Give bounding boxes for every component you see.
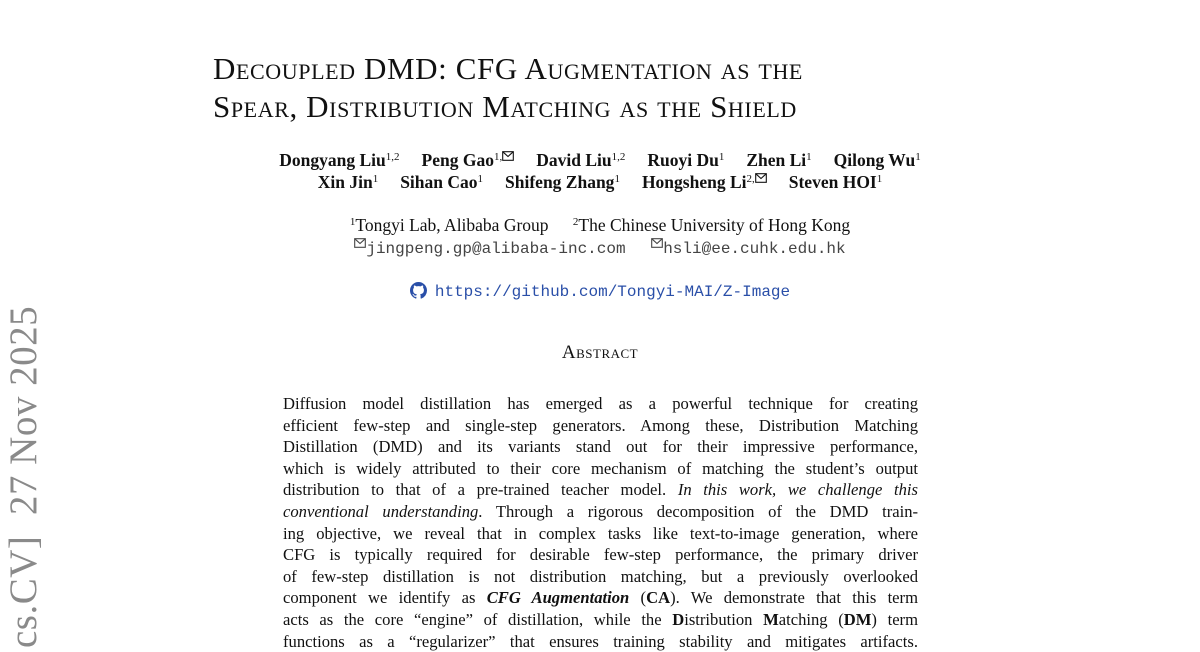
text-span: CFG is typically required for desirable … bbox=[283, 545, 918, 565]
abstract-line: of few-step distillation is not distribu… bbox=[283, 566, 918, 588]
text-span: distribution to that of a pre-trained te… bbox=[283, 480, 678, 500]
title-line-2: Spear, Distribution Matching as the Shie… bbox=[213, 89, 797, 124]
author-name: Qilong Wu bbox=[833, 150, 916, 170]
text-span: . Through a rigorous decomposition of th… bbox=[478, 501, 919, 521]
author-name: Ruoyi Du bbox=[647, 150, 719, 170]
text-span: of few-step distillation is not distribu… bbox=[283, 566, 918, 586]
abstract-line: which is widely attributed to their core… bbox=[283, 458, 918, 480]
abstract-heading: Abstract bbox=[561, 342, 639, 363]
abstract-body: Diffusion model distillation has emerged… bbox=[283, 393, 918, 652]
affiliation-marker: 1 bbox=[349, 216, 356, 228]
emphasized-text: D bbox=[672, 609, 685, 629]
author-affiliation-marker: 1,2 bbox=[385, 151, 400, 163]
text-span: functions as a “regularizer” that ensure… bbox=[283, 631, 918, 651]
email-address[interactable]: hsli@ee.cuhk.edu.hk bbox=[663, 240, 846, 258]
abstract-line: acts as the core “engine” of distillatio… bbox=[283, 609, 918, 631]
author-name: David Liu bbox=[536, 150, 612, 170]
emphasized-text: CA bbox=[646, 588, 671, 608]
text-span: atching ( bbox=[778, 609, 844, 629]
author-affiliation-marker: 1 bbox=[372, 173, 379, 185]
text-span: ) term bbox=[871, 609, 918, 629]
repo-url[interactable]: https://github.com/Tongyi-MAI/Z-Image bbox=[434, 283, 791, 301]
abstract-line: distribution to that of a pre-trained te… bbox=[283, 479, 918, 501]
author-affiliation-marker: 1 bbox=[477, 173, 484, 185]
author-list: Dongyang Liu1,2 Peng Gao1, David Liu1,2 Ruo… bbox=[0, 149, 1200, 193]
author-name: Steven HOI bbox=[788, 172, 877, 192]
text-span: efficient few-step and single-step gener… bbox=[283, 415, 918, 435]
mail-icon bbox=[354, 238, 367, 248]
author: Peng Gao1, bbox=[422, 149, 515, 171]
abstract-line: ing objective, we reveal that in complex… bbox=[283, 523, 918, 545]
title-line-1: Decoupled DMD: CFG Augmentation as the bbox=[213, 51, 803, 86]
affiliation: 2The Chinese University of Hong Kong bbox=[573, 215, 850, 235]
author-affiliation-marker: 1 bbox=[614, 173, 620, 185]
emphasized-text: M bbox=[763, 609, 779, 629]
author-affiliation-marker: 1 bbox=[915, 151, 921, 163]
affiliation-marker: 2 bbox=[572, 216, 579, 228]
email[interactable]: hsli@ee.cuhk.edu.hk bbox=[651, 238, 846, 258]
affiliation-name: Tongyi Lab, Alibaba Group bbox=[355, 215, 549, 235]
author-name: Peng Gao bbox=[421, 150, 494, 170]
text-span: ing objective, we reveal that in complex… bbox=[283, 523, 918, 543]
author: Ruoyi Du1 bbox=[647, 149, 724, 171]
author-name: Sihan Cao bbox=[400, 172, 478, 192]
author-name: Zhen Li bbox=[746, 150, 807, 170]
author-affiliation-marker: 1, bbox=[493, 151, 503, 163]
text-span: component we identify as bbox=[283, 588, 487, 608]
text-span: Diffusion model distillation has emerged… bbox=[283, 394, 918, 413]
abstract-line: conventional understanding. Through a ri… bbox=[283, 501, 918, 523]
author: Steven HOI1 bbox=[789, 171, 883, 193]
author-name: Hongsheng Li bbox=[641, 172, 747, 192]
author-affiliation-marker: 1 bbox=[718, 151, 725, 163]
email-address[interactable]: jingpeng.gp@alibaba-inc.com bbox=[366, 240, 626, 258]
author: Xin Jin1 bbox=[318, 171, 378, 193]
contact-emails: jingpeng.gp@alibaba-inc.com hsli@ee.cuhk… bbox=[0, 238, 1200, 258]
author-affiliation-marker: 1 bbox=[876, 173, 883, 185]
author: Dongyang Liu1,2 bbox=[279, 149, 399, 171]
mail-icon bbox=[754, 173, 767, 183]
author-name: Shifeng Zhang bbox=[505, 172, 615, 192]
affiliations: 1Tongyi Lab, Alibaba Group 2The Chinese … bbox=[0, 214, 1200, 236]
text-span: istribution bbox=[684, 609, 764, 629]
author: Shifeng Zhang1 bbox=[505, 171, 620, 193]
abstract-line: functions as a “regularizer” that ensure… bbox=[283, 631, 918, 652]
emphasized-text: CFG Augmentation bbox=[486, 588, 630, 608]
author-affiliation-marker: 2, bbox=[746, 173, 755, 185]
author: Qilong Wu1 bbox=[834, 149, 921, 171]
github-icon bbox=[409, 282, 427, 299]
emphasized-text: In this work, we challenge this bbox=[677, 480, 918, 500]
emphasized-text: DM bbox=[843, 609, 872, 629]
abstract-line: Diffusion model distillation has emerged… bbox=[283, 393, 918, 415]
mail-icon bbox=[651, 238, 664, 248]
author: Zhen Li1 bbox=[746, 149, 811, 171]
author-name: Xin Jin bbox=[317, 172, 373, 192]
author-affiliation-marker: 1 bbox=[806, 151, 812, 163]
text-span: ). We demonstrate that this term bbox=[670, 588, 918, 608]
arxiv-stamp: cs.CV] 27 Nov 2025 bbox=[2, 305, 45, 648]
abstract-line: component we identify as CFG Augmentatio… bbox=[283, 587, 918, 609]
repo-link[interactable]: https://github.com/Tongyi-MAI/Z-Image bbox=[0, 282, 1200, 301]
text-span: ( bbox=[629, 588, 647, 608]
email[interactable]: jingpeng.gp@alibaba-inc.com bbox=[354, 238, 626, 258]
author-affiliation-marker: 1,2 bbox=[611, 151, 626, 163]
text-span: which is widely attributed to their core… bbox=[283, 458, 918, 478]
emphasized-text: conventional understanding bbox=[283, 501, 479, 521]
author: Sihan Cao1 bbox=[400, 171, 483, 193]
abstract-line: Distillation (DMD) and its variants stan… bbox=[283, 436, 918, 458]
affiliation: 1Tongyi Lab, Alibaba Group bbox=[350, 215, 549, 235]
author: David Liu1,2 bbox=[536, 149, 625, 171]
text-span: acts as the core “engine” of distillatio… bbox=[283, 609, 673, 629]
affiliation-name: The Chinese University of Hong Kong bbox=[578, 215, 851, 235]
author: Hongsheng Li2, bbox=[642, 171, 767, 193]
text-span: Distillation (DMD) and its variants stan… bbox=[283, 437, 918, 457]
author-name: Dongyang Liu bbox=[279, 150, 386, 170]
abstract-line: efficient few-step and single-step gener… bbox=[283, 415, 918, 437]
abstract-line: CFG is typically required for desirable … bbox=[283, 544, 918, 566]
mail-icon bbox=[502, 151, 515, 161]
paper-title: Decoupled DMD: CFG Augmentation as the S… bbox=[213, 50, 1013, 126]
